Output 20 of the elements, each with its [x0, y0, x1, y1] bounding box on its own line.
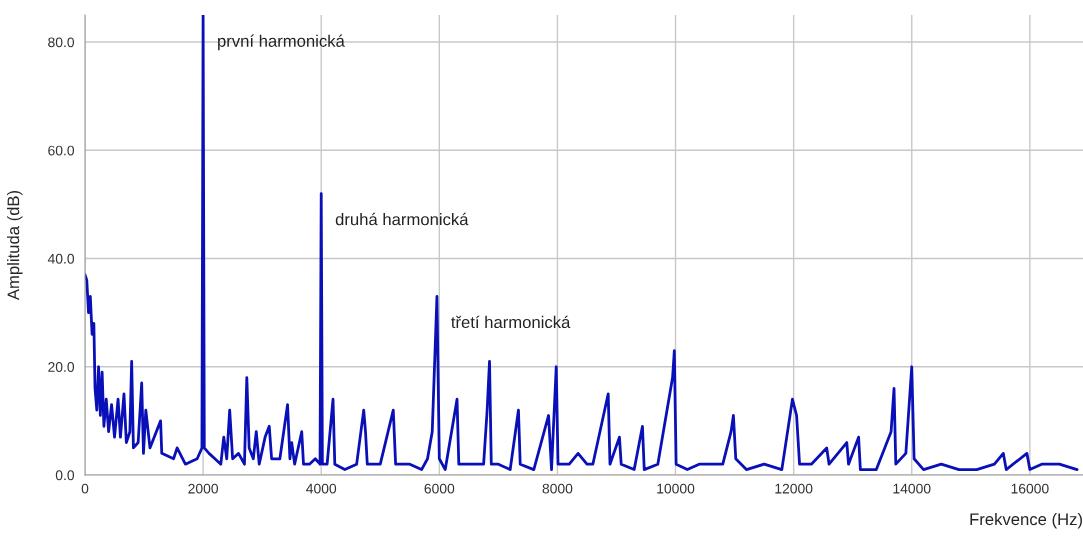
- y-tick-label: 0.0: [55, 470, 75, 481]
- x-tick-label: 6000: [424, 483, 455, 494]
- x-tick-label: 0: [81, 483, 89, 494]
- x-tick-label: 8000: [542, 483, 573, 494]
- annotation: první harmonická: [218, 34, 345, 51]
- annotation: třetí harmonická: [451, 315, 571, 329]
- x-tick-label: 4000: [306, 483, 337, 494]
- x-tick-label: 10000: [657, 483, 695, 494]
- y-axis-title: Amplituda (dB): [7, 190, 23, 301]
- x-tick-label: 12000: [775, 483, 813, 494]
- annotation: druhá harmonická: [335, 212, 469, 226]
- y-tick-label: 20.0: [48, 362, 75, 372]
- y-tick-label: 40.0: [47, 253, 75, 264]
- x-tick-label: 16000: [1011, 483, 1049, 494]
- y-tick-label: 80.0: [48, 37, 75, 48]
- y-tick-label: 60.0: [48, 145, 75, 156]
- line-series: [85, 15, 1079, 471]
- x-tick-label: 2000: [188, 483, 219, 494]
- x-tick-label: 14000: [893, 483, 931, 494]
- x-axis-title: Frekvence (Hz): [970, 512, 1082, 529]
